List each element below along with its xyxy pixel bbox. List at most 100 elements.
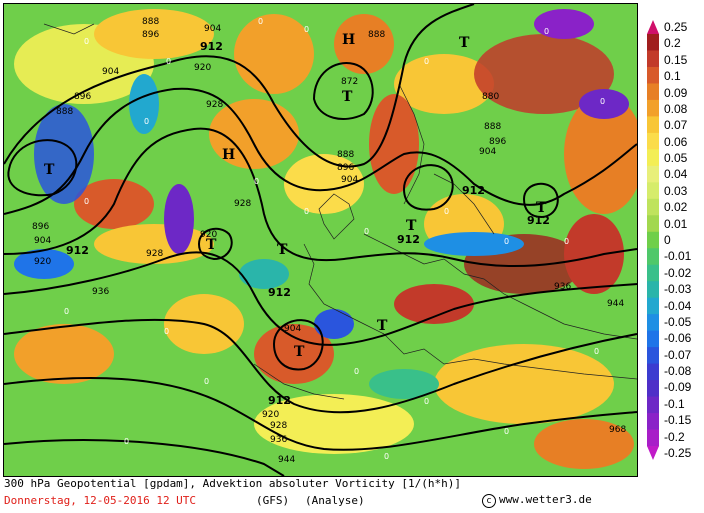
high-symbol: H [342,32,355,48]
zero-label: 0 [84,197,89,206]
legend-swatch [647,264,659,282]
legend-label: 0.15 [664,52,688,67]
contour-label: 904 [204,24,221,34]
legend-label: -0.06 [664,331,692,346]
contour-label: 904 [102,67,119,77]
contour-label: 968 [609,425,626,435]
contour-label: 912 [527,214,550,227]
contour-label: 912 [66,244,89,257]
legend-swatch [647,380,659,398]
contour-label: 944 [607,299,624,309]
legend-swatch [647,281,659,299]
legend-swatch [647,66,659,84]
coastlines [43,23,637,400]
contour-label: 928 [234,199,251,209]
copyright-icon: c [482,494,496,508]
zero-label: 0 [600,97,605,106]
contour-label: 888 [56,107,73,117]
legend-swatch [647,215,659,233]
contour-label: 912 [268,286,291,299]
zero-label: 0 [424,397,429,406]
geopotential-contours [4,4,637,476]
contour-label: 936 [270,435,287,445]
legend-swatch [647,50,659,68]
legend-label: -0.25 [664,446,692,460]
contour-label: 888 [142,17,159,27]
model-name: (GFS) [256,494,290,507]
vorticity-field [4,4,637,476]
legend-swatch [647,165,659,183]
contour-label: 920 [194,63,211,73]
contour-label: 896 [142,30,159,40]
legend-label: 0.1 [664,69,681,84]
legend-top-arrow [647,20,659,34]
analysis-label: (Analyse) [305,494,365,507]
contour-label: 928 [206,100,223,110]
contour-label: 896 [489,137,506,147]
contour-label: 920 [262,410,279,420]
contour-label: 888 [337,150,354,160]
legend-swatch [647,297,659,315]
legend-swatch [647,34,659,51]
zero-label: 0 [304,207,309,216]
color-legend: 0.25 0.2 0.15 0.1 0.09 0.08 0.07 0.06 0.05 0.04 0.… [644,20,704,460]
legend-label: -0.05 [664,314,692,329]
zero-label: 0 [84,37,89,46]
low-symbol: T [406,218,417,234]
low-symbol: T [459,35,470,51]
map-title: 300 hPa Geopotential [gpdam], Advektion … [4,477,461,490]
contour-label: 896 [74,92,91,102]
low-symbol: T [536,200,547,216]
zero-label: 0 [64,307,69,316]
low-symbol: T [44,162,55,178]
contour-label: 920 [200,230,217,240]
legend-swatch [647,231,659,249]
legend-label: 0.06 [664,134,688,149]
contour-label: 912 [200,40,223,53]
legend-swatch [647,198,659,216]
zero-label: 0 [424,57,429,66]
zero-label: 0 [384,452,389,461]
legend-label: 0.08 [664,101,688,116]
legend-bottom-arrow [647,446,659,460]
legend-swatch [647,132,659,150]
legend-label: 0.05 [664,151,688,166]
zero-labels: 0 0 0 0 0 0 0 0 0 0 0 0 0 0 0 0 0 0 0 0 … [64,17,605,461]
legend-swatch [647,347,659,365]
contour-label: 896 [32,222,49,232]
legend-label: 0.02 [664,200,688,215]
legend-label: 0.04 [664,167,688,182]
zero-label: 0 [364,227,369,236]
high-symbol: H [222,147,235,163]
legend-label: 0.2 [664,36,681,51]
contour-label: 888 [368,30,385,40]
legend-swatch [647,99,659,117]
legend-swatch [647,396,659,414]
contour-label: 936 [92,287,109,297]
contour-label: 896 [337,163,354,173]
zero-label: 0 [444,207,449,216]
legend-label: -0.04 [664,298,692,313]
legend-label: 0.01 [664,216,688,231]
weather-map: T H T H T T T T T T T 888 896 904 912 92… [3,3,638,477]
contour-label: 912 [397,233,420,246]
low-symbol: T [377,318,388,334]
contour-label: 904 [479,147,496,157]
legend-swatch [647,413,659,431]
legend-label: -0.03 [664,282,692,297]
copyright[interactable]: c www.wetter3.de [482,493,592,508]
contour-label: 928 [270,421,287,431]
zero-label: 0 [204,377,209,386]
legend-label: 0.07 [664,118,688,133]
zero-label: 0 [354,367,359,376]
legend-label: -0.09 [664,380,692,395]
copyright-site: www.wetter3.de [499,493,592,506]
zero-label: 0 [254,177,259,186]
legend-label: -0.07 [664,347,692,362]
legend-swatch [647,149,659,167]
legend-label: 0.25 [664,20,688,34]
contour-label: 920 [34,257,51,267]
zero-label: 0 [258,17,263,26]
legend-swatch [647,116,659,134]
legend-label: 0.03 [664,183,688,198]
